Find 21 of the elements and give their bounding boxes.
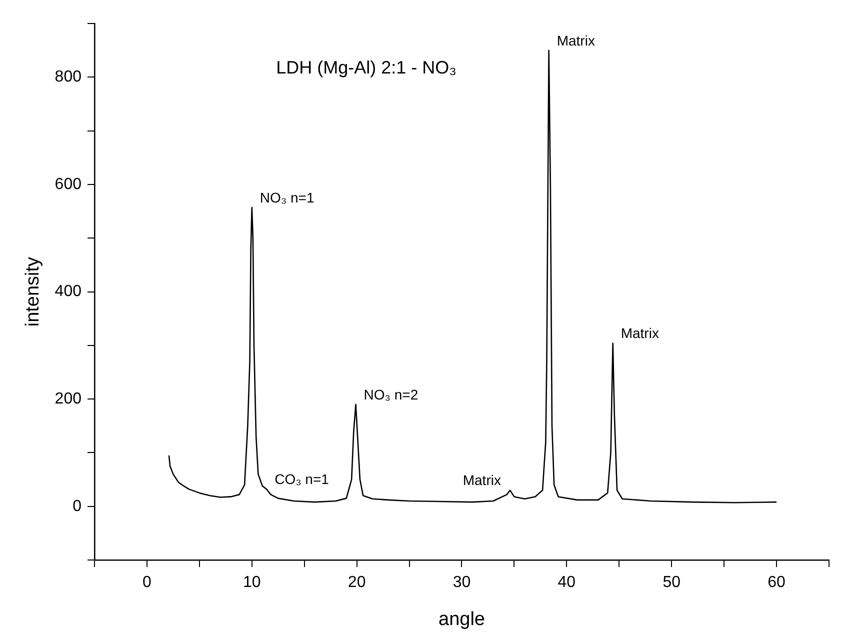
- y-tick-label: 0: [72, 498, 82, 515]
- annotation: CO₃ n=1: [274, 471, 330, 488]
- annotation: NO₃ n=2: [364, 386, 418, 402]
- annotation: Matrix: [462, 472, 501, 488]
- y-tick-label: 800: [54, 68, 82, 86]
- annotation: Matrix: [620, 325, 659, 342]
- y-tick-label: 400: [54, 283, 82, 300]
- x-tick-label: 10: [242, 574, 261, 592]
- x-tick-label: 50: [662, 574, 681, 592]
- x-axis-title: angle: [438, 608, 485, 630]
- x-tick-label: 60: [768, 574, 786, 592]
- y-axis-title: intensity: [22, 256, 44, 327]
- annotation: NO₃ n=1: [260, 189, 314, 206]
- y-tick-label: 200: [54, 390, 82, 408]
- x-tick-label: 30: [452, 574, 471, 592]
- text: LDH (Mg-Al) 2:1 - NO₃: [276, 58, 456, 78]
- annotation: Matrix: [556, 32, 595, 48]
- x-tick-label: 40: [558, 574, 576, 592]
- x-tick-label: 20: [348, 574, 366, 592]
- y-tick-label: 600: [54, 176, 82, 193]
- x-tick-label: 0: [142, 574, 152, 592]
